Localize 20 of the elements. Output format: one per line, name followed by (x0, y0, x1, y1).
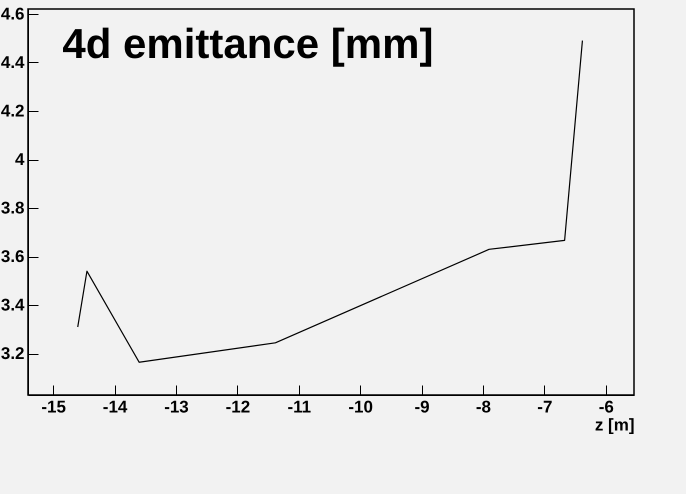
y-tick-label: 3.8 (0, 198, 24, 218)
x-tick-label: -14 (102, 398, 128, 416)
y-tick-label: 3.2 (0, 344, 24, 364)
y-tick-label: 3.4 (0, 296, 26, 315)
x-tick-label: -8 (476, 398, 492, 416)
x-tick-label: -13 (164, 398, 189, 416)
x-tick-label: -10 (348, 398, 373, 416)
x-tick-label: -12 (226, 398, 250, 416)
x-tick-label: -6 (598, 398, 614, 416)
y-tick-label: 3.6 (0, 247, 24, 266)
x-tick-label: -11 (287, 398, 312, 416)
y-tick-label: 4 (15, 150, 26, 170)
x-tick-label: -9 (414, 398, 430, 416)
x-axis-title: z [m] (594, 416, 634, 434)
y-tick-label: 4.2 (0, 101, 24, 120)
x-tick-label: -7 (537, 398, 552, 416)
chart-title: 4d emittance [mm] (62, 20, 434, 67)
x-tick-label: -15 (41, 398, 66, 416)
y-tick-label: 4.4 (0, 52, 26, 72)
y-tick-label: 4.6 (0, 4, 24, 24)
